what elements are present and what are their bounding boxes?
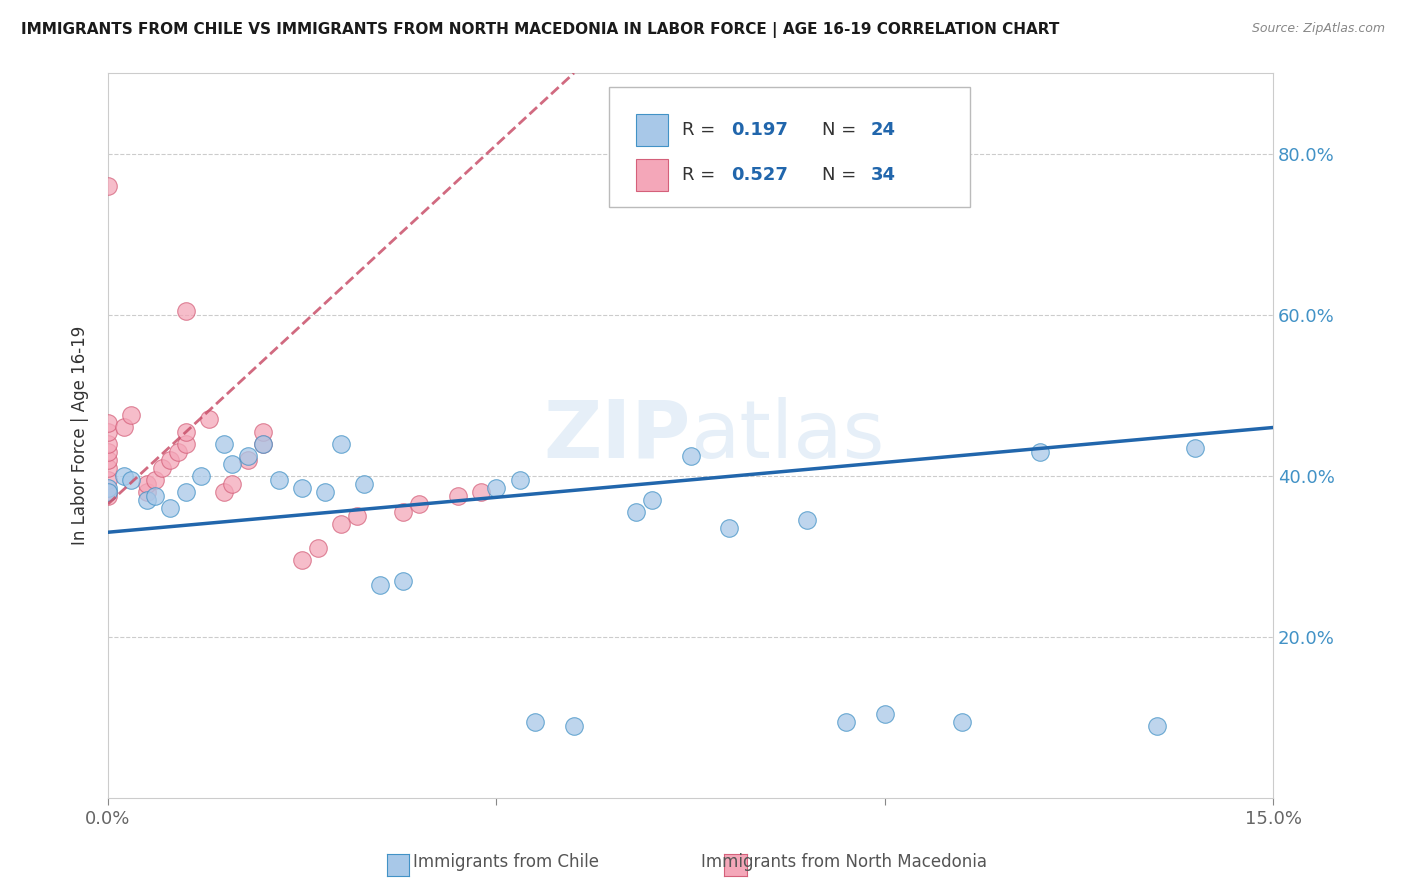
Point — [120, 409, 142, 423]
Point — [291, 481, 314, 495]
Text: ZIP: ZIP — [543, 397, 690, 475]
Point — [267, 473, 290, 487]
Bar — [636, 160, 668, 192]
Text: Immigrants from Chile: Immigrants from Chile — [413, 853, 599, 871]
Text: atlas: atlas — [690, 397, 884, 475]
Point — [150, 460, 173, 475]
Point — [1184, 441, 1206, 455]
Point — [174, 303, 197, 318]
Point — [314, 485, 336, 500]
Point — [236, 449, 259, 463]
Point — [252, 436, 274, 450]
Bar — [636, 114, 668, 146]
Text: 34: 34 — [872, 167, 896, 185]
Point — [143, 473, 166, 487]
Point — [408, 497, 430, 511]
Point — [112, 468, 135, 483]
Point — [143, 489, 166, 503]
Point — [509, 473, 531, 487]
Point — [214, 436, 236, 450]
Point — [346, 509, 368, 524]
Point — [135, 476, 157, 491]
Point — [562, 718, 585, 732]
Point — [135, 493, 157, 508]
Point — [950, 714, 973, 729]
Point — [470, 485, 492, 500]
Point — [873, 706, 896, 721]
Text: IMMIGRANTS FROM CHILE VS IMMIGRANTS FROM NORTH MACEDONIA IN LABOR FORCE | AGE 16: IMMIGRANTS FROM CHILE VS IMMIGRANTS FROM… — [21, 22, 1060, 38]
Point — [368, 577, 391, 591]
Text: N =: N = — [823, 167, 862, 185]
Point — [214, 485, 236, 500]
Text: 0.197: 0.197 — [731, 121, 789, 139]
Point — [307, 541, 329, 556]
Point — [97, 417, 120, 431]
Point — [120, 473, 142, 487]
Point — [167, 444, 190, 458]
Point — [796, 513, 818, 527]
Point — [97, 485, 120, 500]
Text: 0.527: 0.527 — [731, 167, 789, 185]
Point — [97, 485, 120, 500]
Point — [221, 476, 243, 491]
Point — [174, 425, 197, 439]
Point — [174, 436, 197, 450]
Point — [97, 452, 120, 467]
FancyBboxPatch shape — [609, 87, 970, 207]
Text: Immigrants from North Macedonia: Immigrants from North Macedonia — [700, 853, 987, 871]
Point — [97, 444, 120, 458]
Point — [221, 457, 243, 471]
Point — [97, 460, 120, 475]
Point — [624, 505, 647, 519]
Point — [1146, 718, 1168, 732]
Point — [524, 714, 547, 729]
Point — [718, 521, 741, 535]
Point — [446, 489, 468, 503]
Point — [159, 501, 181, 516]
Point — [135, 485, 157, 500]
Point — [1029, 444, 1052, 458]
Point — [353, 476, 375, 491]
Point — [190, 468, 212, 483]
Point — [174, 485, 197, 500]
Text: R =: R = — [682, 167, 721, 185]
Text: 24: 24 — [872, 121, 896, 139]
Point — [97, 481, 120, 495]
Point — [679, 449, 702, 463]
Point — [112, 420, 135, 434]
Point — [236, 452, 259, 467]
Point — [485, 481, 508, 495]
Point — [392, 505, 415, 519]
Point — [97, 436, 120, 450]
Point — [392, 574, 415, 588]
Y-axis label: In Labor Force | Age 16-19: In Labor Force | Age 16-19 — [72, 326, 89, 545]
Point — [97, 178, 120, 193]
Point — [640, 493, 662, 508]
Point — [330, 436, 353, 450]
Point — [252, 436, 274, 450]
Point — [291, 553, 314, 567]
Point — [330, 517, 353, 532]
Point — [97, 473, 120, 487]
Point — [159, 452, 181, 467]
Text: R =: R = — [682, 121, 721, 139]
Point — [97, 489, 120, 503]
Point — [252, 425, 274, 439]
Point — [97, 425, 120, 439]
Text: Source: ZipAtlas.com: Source: ZipAtlas.com — [1251, 22, 1385, 36]
Point — [835, 714, 858, 729]
Point — [198, 412, 221, 426]
Text: N =: N = — [823, 121, 862, 139]
